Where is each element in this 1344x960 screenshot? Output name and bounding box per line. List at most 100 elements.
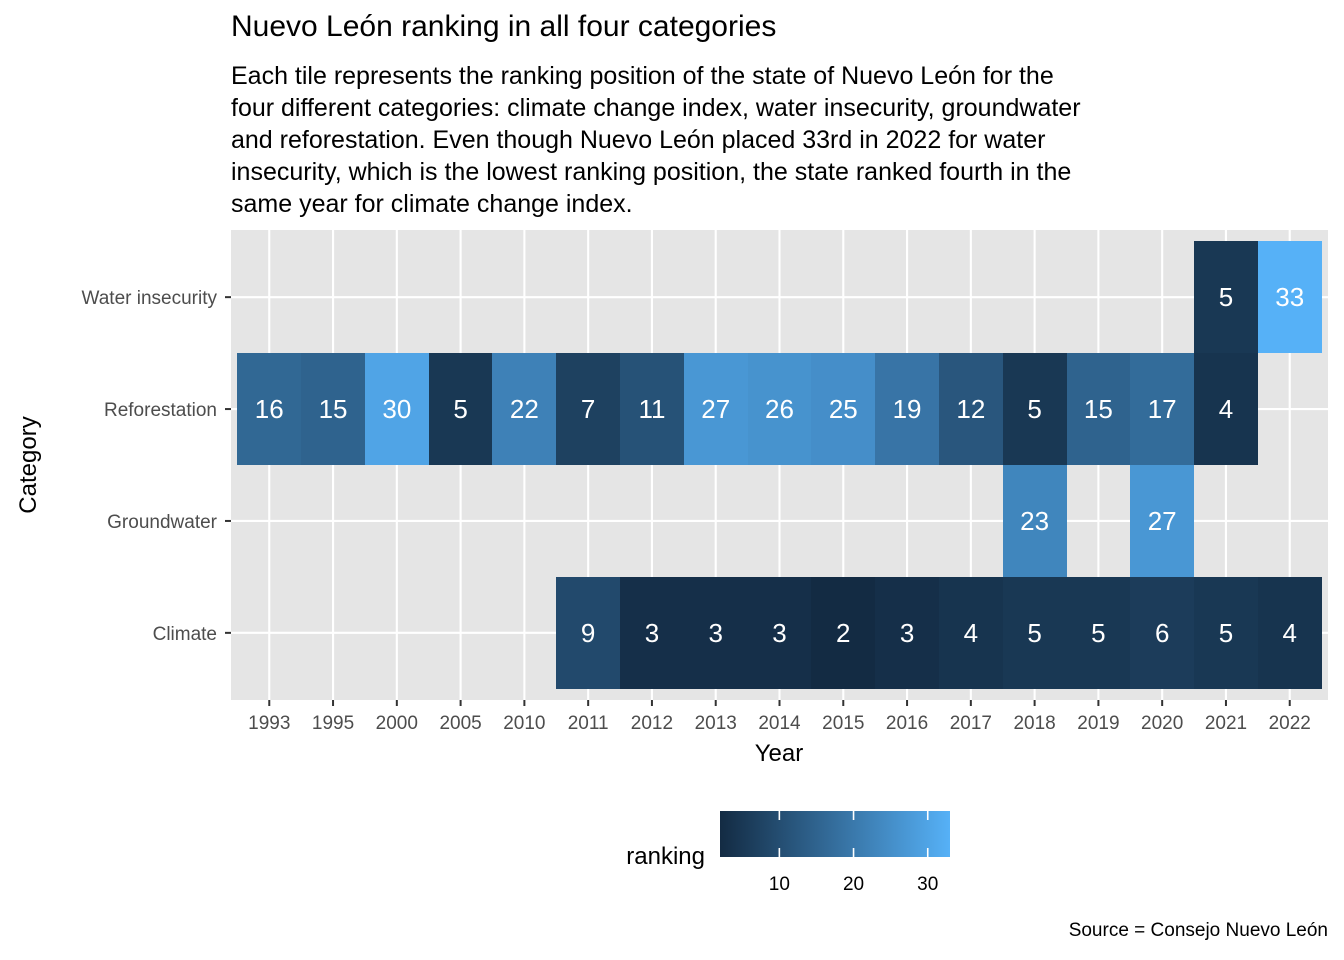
legend-tick-label: 20 <box>843 874 864 895</box>
x-tick-label: 2005 <box>439 713 481 734</box>
heatmap-tile <box>1003 353 1067 465</box>
heatmap-tile <box>429 353 492 465</box>
heatmap-tile <box>301 353 365 465</box>
x-tick-label: 2017 <box>950 713 992 734</box>
y-tick-label: Groundwater <box>107 512 218 533</box>
x-tick-label: 2014 <box>758 713 801 734</box>
tile-value-label: 30 <box>382 394 411 424</box>
x-tick-label: 2020 <box>1141 713 1183 734</box>
x-tick-label: 2011 <box>568 713 609 734</box>
heatmap-tile <box>811 577 875 689</box>
heatmap-tile <box>1258 577 1322 689</box>
x-tick-label: 2016 <box>886 713 928 734</box>
tile-value-label: 5 <box>1219 618 1233 648</box>
legend-tick-label: 10 <box>769 874 790 895</box>
heatmap-tile <box>556 353 620 465</box>
tile-value-label: 6 <box>1155 618 1169 648</box>
y-tick-labels: Water insecurity Reforestation Groundwater… <box>82 288 231 645</box>
heatmap-tile <box>811 353 875 465</box>
tile-value-label: 5 <box>1091 618 1105 648</box>
tile-value-label: 26 <box>765 394 794 424</box>
x-axis-label: Year <box>755 740 804 767</box>
legend: ranking 10 20 30 <box>626 811 950 895</box>
chart-caption: Source = Consejo Nuevo León <box>1068 920 1328 941</box>
heatmap-tile <box>620 353 684 465</box>
tile-value-label: 7 <box>581 394 595 424</box>
tile-value-label: 27 <box>1148 506 1177 536</box>
x-tick-label: 2021 <box>1205 713 1247 734</box>
x-tick-label: 2012 <box>631 713 673 734</box>
tile-value-label: 4 <box>1219 394 1233 424</box>
y-tick-label: Climate <box>153 624 217 645</box>
chart-title: Nuevo León ranking in all four categorie… <box>231 10 777 43</box>
legend-title: ranking <box>626 843 705 870</box>
tile-value-label: 3 <box>772 618 786 648</box>
x-tick-label: 1995 <box>312 713 354 734</box>
tile-value-label: 5 <box>453 394 467 424</box>
x-tick-label: 2010 <box>503 713 545 734</box>
tile-value-label: 25 <box>829 394 858 424</box>
tile-value-label: 3 <box>708 618 722 648</box>
heatmap-tile <box>939 353 1003 465</box>
heatmap-tile <box>1067 353 1130 465</box>
y-tick-label: Water insecurity <box>82 288 218 309</box>
subtitle-line: insecurity, which is the lowest ranking … <box>231 158 1072 186</box>
heatmap-tile <box>620 577 684 689</box>
subtitle-line: Each tile represents the ranking positio… <box>231 62 1054 90</box>
tile-value-label: 9 <box>581 618 595 648</box>
tile-value-label: 2 <box>836 618 850 648</box>
tile-value-label: 12 <box>956 394 985 424</box>
x-tick-label: 2019 <box>1077 713 1119 734</box>
legend-ticks: 10 20 30 <box>769 811 938 895</box>
heatmap-tile <box>1130 465 1194 577</box>
heatmap-tile <box>1194 353 1258 465</box>
heatmap-tile <box>748 353 811 465</box>
subtitle-line: and reforestation. Even though Nuevo Leó… <box>231 126 1046 154</box>
heatmap-tile <box>1067 577 1130 689</box>
heatmap-tile <box>492 353 556 465</box>
heatmap-tile <box>1194 241 1258 353</box>
heatmap-tile <box>1003 465 1067 577</box>
heatmap-tile <box>684 577 748 689</box>
y-axis-label: Category <box>15 416 42 513</box>
x-tick-label: 2022 <box>1269 713 1311 734</box>
heatmap-tile <box>556 577 620 689</box>
heatmap-tile <box>875 353 939 465</box>
heatmap-tile <box>939 577 1003 689</box>
tile-value-label: 5 <box>1027 618 1041 648</box>
x-tick-label: 2013 <box>695 713 737 734</box>
heatmap-tile <box>237 353 301 465</box>
tile-value-label: 15 <box>319 394 348 424</box>
tile-value-label: 16 <box>255 394 284 424</box>
tile-value-label: 19 <box>893 394 922 424</box>
tile-value-label: 5 <box>1027 394 1041 424</box>
tile-value-label: 5 <box>1219 282 1233 312</box>
x-tick-label: 2018 <box>1013 713 1055 734</box>
heatmap-tile <box>748 577 811 689</box>
subtitle-line: four different categories: climate chang… <box>231 94 1081 122</box>
y-tick-label: Reforestation <box>104 400 217 421</box>
heatmap-tile <box>1003 577 1067 689</box>
heatmap-tile <box>1130 577 1194 689</box>
chart-subtitle: Each tile represents the ranking positio… <box>231 60 1311 220</box>
tile-value-label: 17 <box>1148 394 1177 424</box>
tile-value-label: 22 <box>510 394 539 424</box>
x-tick-label: 1993 <box>248 713 290 734</box>
x-tick-labels: 1993 1995 2000 2005 2010 2011 2012 2013 2014 2015… <box>248 700 1311 734</box>
tile-value-label: 15 <box>1084 394 1113 424</box>
tile-value-label: 23 <box>1020 506 1049 536</box>
tile-value-label: 3 <box>900 618 914 648</box>
x-tick-label: 2000 <box>376 713 418 734</box>
tile-value-label: 3 <box>645 618 659 648</box>
heatmap-tile <box>1258 241 1322 353</box>
tile-value-label: 33 <box>1275 282 1304 312</box>
heatmap-tile <box>684 353 748 465</box>
heatmap-tile <box>875 577 939 689</box>
subtitle-line: same year for climate change index. <box>231 190 633 218</box>
heatmap-tile <box>1130 353 1194 465</box>
legend-colorbar <box>720 811 950 857</box>
heatmap-tile <box>365 353 429 465</box>
tile-value-label: 4 <box>964 618 978 648</box>
